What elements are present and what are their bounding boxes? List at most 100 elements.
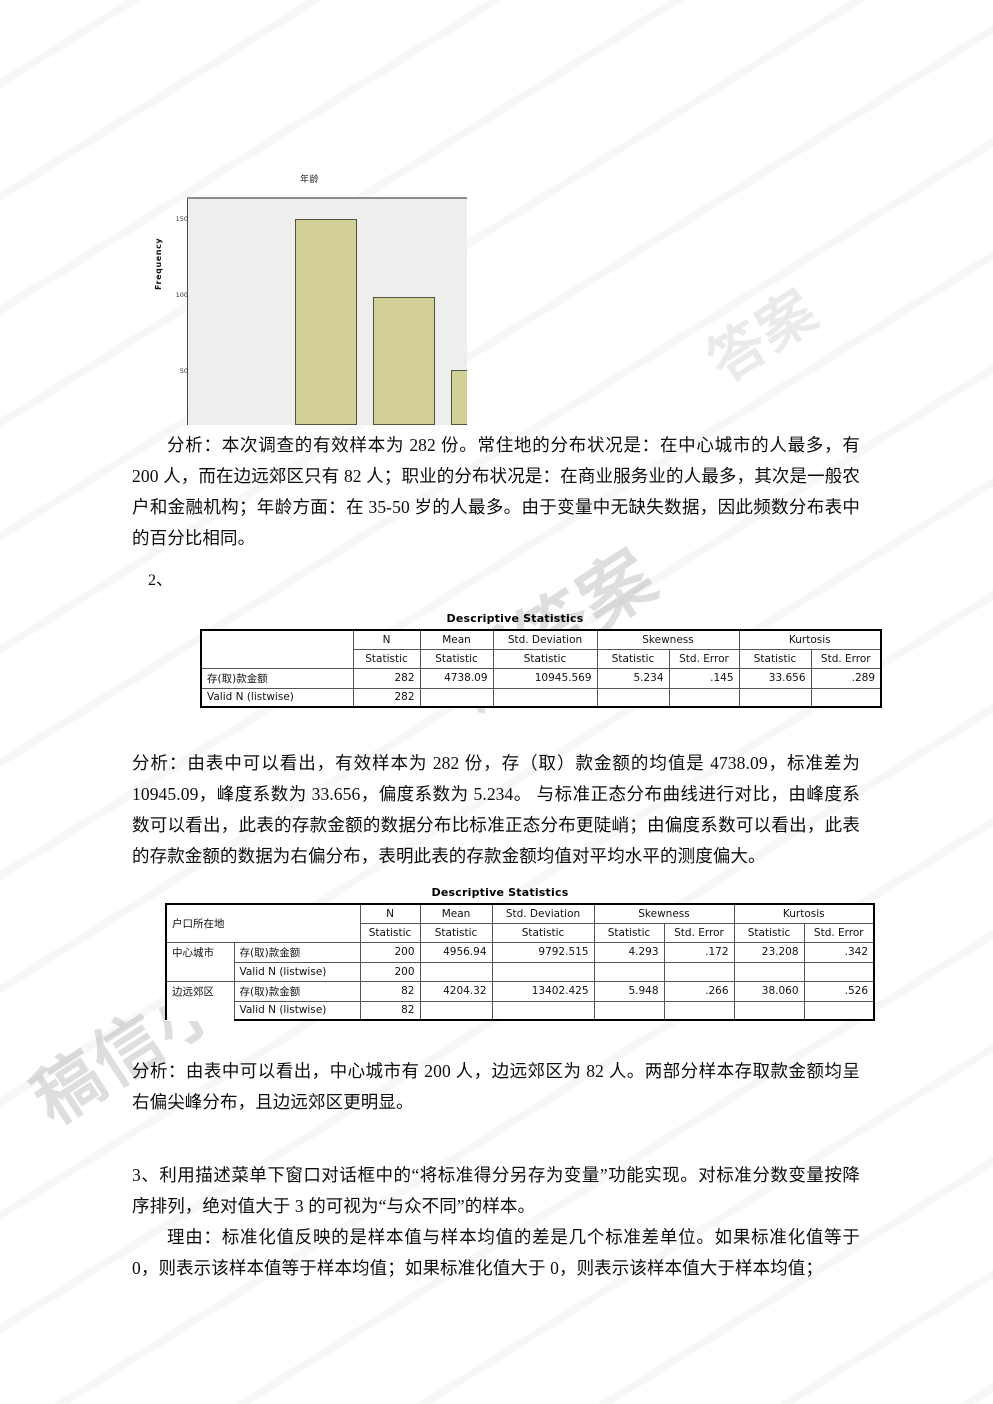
table-2-group-1-row-0-n: 82 [359, 980, 421, 1002]
section-marker-2: 2、 [148, 572, 173, 589]
table-2-group-0-row-0-n: 200 [359, 941, 421, 963]
bar-3 [451, 370, 467, 425]
table-row: Valid N (listwise) 282 [200, 688, 883, 708]
analysis-paragraph-2: 分析：由表中可以看出，有效样本为 282 份，存（取）款金额的均值是 4738.… [132, 753, 860, 866]
bar-1 [295, 219, 357, 425]
table-2-group-1-row-0-kurt-stderror: .526 [803, 980, 876, 1002]
table-2-group-0-row-0-skew-stderror: .172 [663, 941, 735, 963]
table-2-header-kurtosis: Kurtosis [733, 903, 876, 924]
table-1-row-1-kurt-statistic [738, 688, 812, 708]
table-2-group-0-row-0-label: 存(取)款金额 [233, 941, 361, 963]
age-histogram-chart: 年龄 150 100 50 Frequency [152, 172, 467, 425]
table-2-group-0-row-0-mean: 4956.94 [419, 941, 493, 963]
table-row-sub-header: Statistic Statistic Statistic Statistic … [201, 648, 883, 669]
table-1-sub-n-statistic: Statistic [352, 648, 421, 669]
analysis-paragraph-3: 分析：由表中可以看出，中心城市有 200 人，边远郊区为 82 人。两部分样本存… [132, 1061, 860, 1112]
table-2-group-1-row-0-skew-stderror: .266 [663, 980, 735, 1002]
table-row: Valid N (listwise) 200 [166, 962, 876, 982]
table-2-group-0-row-1-std-deviation [491, 962, 595, 982]
table-2-sub-std-statistic: Statistic [491, 922, 595, 943]
table-1-row-0-skew-stderror: .145 [668, 667, 740, 689]
table-2-group-0-row-1-n: 200 [359, 962, 421, 982]
table-1-sub-skew-stderror: Std. Error [668, 648, 740, 669]
table-1-sub-std-statistic: Statistic [492, 648, 598, 669]
section-3-line-2: 理由：标准化值反映的是样本值与样本均值的差是几个标准差单位。如果标准化值等于 0… [132, 1227, 860, 1278]
table-1-row-1-label: Valid N (listwise) [200, 688, 354, 708]
table-1-row-0-std-deviation: 10945.569 [492, 667, 598, 689]
table-2-header-std-deviation: Std. Deviation [491, 903, 595, 924]
table-2-group-0-row-0-skew-statistic: 4.293 [593, 941, 665, 963]
analysis-paragraph-1: 分析：本次调查的有效样本为 282 份。常住地的分布状况是：在中心城市的人最多，… [132, 435, 860, 548]
table-2-corner-label: 户口所在地 [165, 903, 361, 942]
chart-title: 年龄 [299, 175, 319, 185]
table-2-sub-skew-statistic: Statistic [593, 922, 665, 943]
table-1-sub-mean-statistic: Statistic [419, 648, 494, 669]
table-2-group-1-row-0-std-deviation: 13402.425 [491, 980, 595, 1002]
table-2-sub-mean-statistic: Statistic [419, 922, 493, 943]
table-1-row-0-kurt-stderror: .289 [810, 667, 883, 689]
table-2-group-0-row-1-label: Valid N (listwise) [233, 962, 361, 982]
table-2-group-1-row-0-skew-statistic: 5.948 [593, 980, 665, 1002]
table-1-row-0-kurt-statistic: 33.656 [738, 667, 812, 689]
table-2-group-1-row-1-skew-stderror [663, 1001, 735, 1021]
table-2-header-mean: Mean [419, 903, 493, 924]
table-row: 边远郊区 存(取)款金额 82 4204.32 13402.425 5.948 … [165, 980, 876, 1020]
y-axis-tick-50: 50 [179, 367, 188, 375]
table-2-sub-kurt-statistic: Statistic [733, 922, 805, 943]
table-2-group-0-row-1-kurt-statistic [733, 962, 805, 982]
table-2-sub-n-statistic: Statistic [359, 922, 421, 943]
table-1-row-1-std-deviation [492, 688, 598, 708]
table-1-header-n: N [352, 629, 421, 650]
chart-plot-area: 150 100 50 [176, 199, 467, 425]
descriptive-statistics-table-2-block: Descriptive Statistics 户口所在地 N Mean Std.… [165, 886, 876, 1021]
y-axis-label: Frequency [154, 237, 163, 290]
descriptive-statistics-table-1: N Mean Std. Deviation Skewness Kurtosis … [200, 629, 883, 708]
table-2-group-0-row-1-skew-stderror [663, 962, 735, 982]
y-axis-tick-150: 150 [175, 215, 188, 223]
table-2-group-0-label: 中心城市 [165, 941, 235, 981]
descriptive-statistics-table-2: 户口所在地 N Mean Std. Deviation Skewness Kur… [165, 903, 876, 1021]
table-row: Valid N (listwise) 82 [166, 1001, 876, 1021]
table-1-row-0-n: 282 [352, 667, 421, 689]
table-1-row-0-skew-statistic: 5.234 [596, 667, 670, 689]
table-2-group-1-row-1-kurt-statistic [733, 1001, 805, 1021]
table-2-group-1-label: 边远郊区 [165, 980, 235, 1020]
table-2-group-1-row-1-mean [419, 1001, 493, 1021]
table-1-header-mean: Mean [419, 629, 494, 650]
table-2-group-1-row-0-mean: 4204.32 [419, 980, 493, 1002]
bar-2 [373, 297, 435, 425]
table-1-sub-kurt-stderror: Std. Error [810, 648, 883, 669]
table-1-row-1-skew-stderror [668, 688, 740, 708]
table-1-header-skewness: Skewness [596, 629, 740, 650]
table-2-group-0-row-1-kurt-stderror [803, 962, 876, 982]
table-2-header-n: N [359, 903, 421, 924]
table-1-row-1-skew-statistic [596, 688, 670, 708]
chart-top-border [187, 197, 467, 199]
table-2-group-0-row-0-std-deviation: 9792.515 [491, 941, 595, 963]
table-2-sub-kurt-stderror: Std. Error [803, 922, 876, 943]
table-1-row-1-mean [419, 688, 494, 708]
table-row: 中心城市 存(取)款金额 200 4956.94 9792.515 4.293 … [165, 941, 876, 981]
table-2-sub-skew-stderror: Std. Error [663, 922, 735, 943]
table-1-row-1-kurt-stderror [810, 688, 883, 708]
table-1-sub-kurt-statistic: Statistic [738, 648, 812, 669]
table-2-group-1-row-1-std-deviation [491, 1001, 595, 1021]
table-2-caption: Descriptive Statistics [431, 886, 569, 899]
table-2-group-0-row-1-skew-statistic [593, 962, 665, 982]
table-2-group-1-row-1-skew-statistic [593, 1001, 665, 1021]
table-2-header-skewness: Skewness [593, 903, 735, 924]
table-2-group-0-row-1-mean [419, 962, 493, 982]
table-1-caption: Descriptive Statistics [446, 612, 584, 625]
table-2-group-1-row-0-label: 存(取)款金额 [233, 980, 361, 1002]
descriptive-statistics-table-1-block: Descriptive Statistics N Mean Std. Devia… [200, 612, 883, 708]
table-1-header-std-deviation: Std. Deviation [492, 629, 598, 650]
table-2-group-1-row-1-kurt-stderror [803, 1001, 876, 1021]
table-2-group-1-row-1-n: 82 [359, 1001, 421, 1021]
table-1-sub-skew-statistic: Statistic [596, 648, 670, 669]
table-1-row-0-label: 存(取)款金额 [200, 667, 354, 689]
table-row-group-header: N Mean Std. Deviation Skewness Kurtosis [200, 629, 883, 668]
y-axis-tick-100: 100 [175, 291, 188, 299]
table-2-group-0-row-0-kurt-stderror: .342 [803, 941, 876, 963]
table-row-group-header: 户口所在地 N Mean Std. Deviation Skewness Kur… [165, 903, 876, 942]
